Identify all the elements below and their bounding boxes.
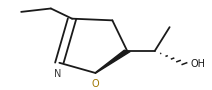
Text: OH: OH (191, 59, 206, 69)
Text: O: O (92, 79, 99, 89)
Polygon shape (95, 50, 130, 73)
Text: N: N (54, 69, 61, 79)
